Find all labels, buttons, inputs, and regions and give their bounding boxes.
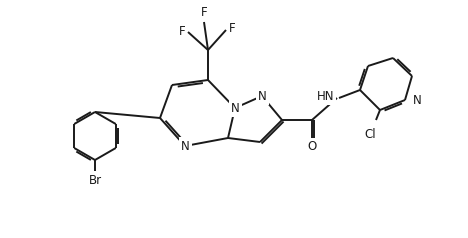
- Text: O: O: [307, 140, 317, 154]
- Text: HN: HN: [316, 89, 334, 103]
- Text: F: F: [201, 6, 207, 19]
- Text: Cl: Cl: [364, 128, 376, 140]
- Text: N: N: [231, 101, 239, 114]
- Text: N: N: [257, 89, 266, 103]
- Text: N: N: [413, 94, 422, 106]
- Text: F: F: [229, 23, 235, 35]
- Text: N: N: [181, 139, 190, 153]
- Text: F: F: [178, 25, 185, 38]
- Text: Br: Br: [89, 174, 102, 187]
